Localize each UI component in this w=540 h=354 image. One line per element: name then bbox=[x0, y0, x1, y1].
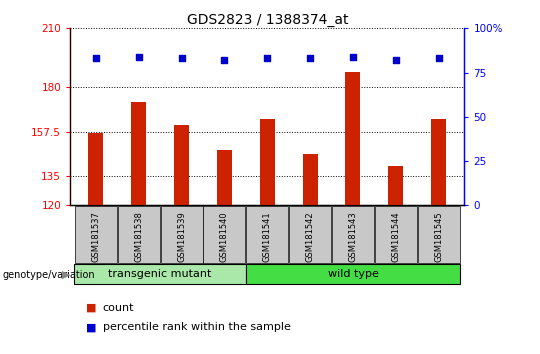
FancyBboxPatch shape bbox=[246, 206, 288, 263]
FancyBboxPatch shape bbox=[75, 264, 246, 284]
Bar bbox=[131, 102, 146, 205]
Text: transgenic mutant: transgenic mutant bbox=[109, 269, 212, 279]
Title: GDS2823 / 1388374_at: GDS2823 / 1388374_at bbox=[186, 13, 348, 27]
Bar bbox=[302, 154, 318, 205]
Point bbox=[220, 57, 229, 63]
FancyBboxPatch shape bbox=[75, 206, 117, 263]
FancyBboxPatch shape bbox=[332, 206, 374, 263]
Text: GSM181537: GSM181537 bbox=[91, 211, 100, 262]
Text: GSM181540: GSM181540 bbox=[220, 211, 229, 262]
Text: GSM181541: GSM181541 bbox=[263, 211, 272, 262]
Point bbox=[134, 54, 143, 59]
FancyBboxPatch shape bbox=[246, 264, 460, 284]
Text: percentile rank within the sample: percentile rank within the sample bbox=[103, 322, 291, 332]
FancyBboxPatch shape bbox=[289, 206, 331, 263]
Point bbox=[349, 54, 357, 59]
Text: wild type: wild type bbox=[328, 269, 379, 279]
Bar bbox=[217, 150, 232, 205]
Point bbox=[263, 56, 272, 61]
Text: count: count bbox=[103, 303, 134, 313]
Point bbox=[392, 57, 400, 63]
Text: GSM181538: GSM181538 bbox=[134, 211, 143, 262]
Text: GSM181545: GSM181545 bbox=[434, 211, 443, 262]
Point bbox=[434, 56, 443, 61]
Text: ▶: ▶ bbox=[62, 270, 71, 280]
Bar bbox=[174, 125, 189, 205]
Text: ■: ■ bbox=[86, 322, 97, 332]
Text: GSM181542: GSM181542 bbox=[306, 211, 315, 262]
Bar bbox=[89, 132, 103, 205]
Point bbox=[306, 56, 314, 61]
Bar bbox=[388, 166, 403, 205]
FancyBboxPatch shape bbox=[118, 206, 160, 263]
FancyBboxPatch shape bbox=[160, 206, 202, 263]
FancyBboxPatch shape bbox=[418, 206, 460, 263]
Bar bbox=[346, 72, 361, 205]
Point bbox=[177, 56, 186, 61]
FancyBboxPatch shape bbox=[204, 206, 246, 263]
Bar bbox=[431, 119, 446, 205]
Text: GSM181539: GSM181539 bbox=[177, 211, 186, 262]
Text: ■: ■ bbox=[86, 303, 97, 313]
Point bbox=[92, 56, 100, 61]
FancyBboxPatch shape bbox=[375, 206, 417, 263]
Text: GSM181543: GSM181543 bbox=[348, 211, 357, 262]
Text: genotype/variation: genotype/variation bbox=[3, 270, 96, 280]
Bar bbox=[260, 119, 275, 205]
Text: GSM181544: GSM181544 bbox=[392, 211, 400, 262]
